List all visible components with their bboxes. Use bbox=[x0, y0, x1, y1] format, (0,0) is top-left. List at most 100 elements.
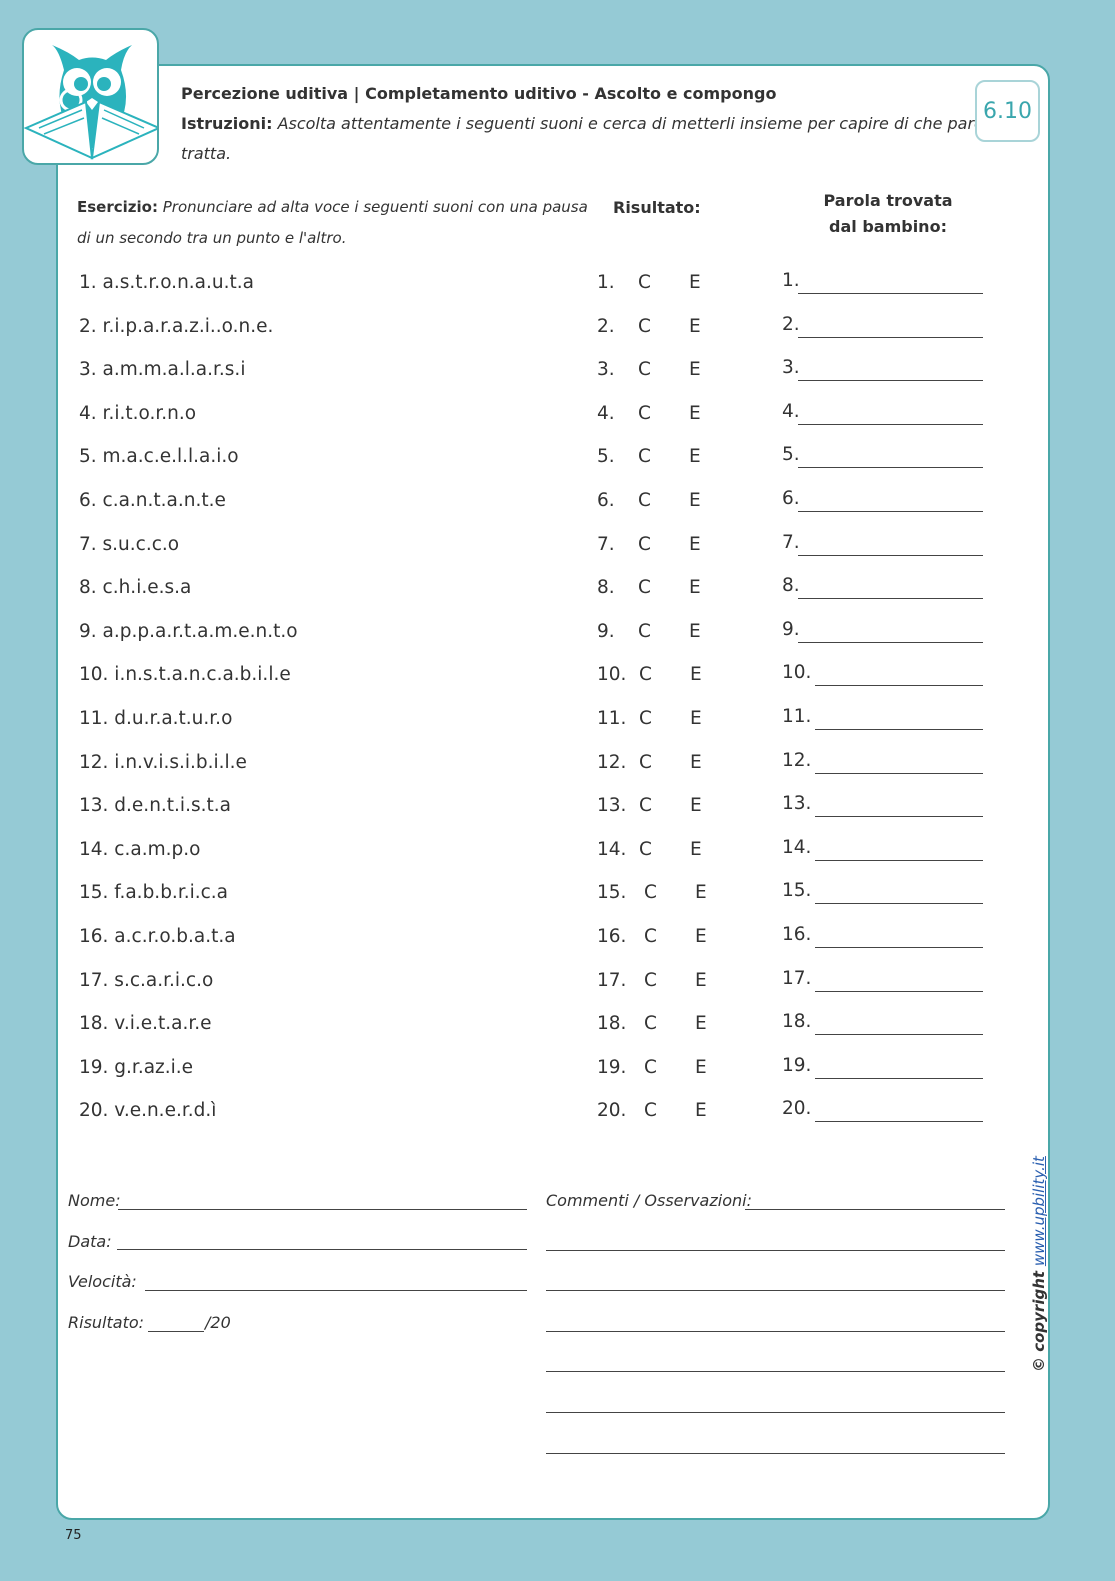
correct-option[interactable]: C bbox=[639, 795, 652, 817]
comments-line[interactable] bbox=[546, 1412, 1005, 1413]
answer-field[interactable] bbox=[798, 554, 983, 556]
result-column-header: Risultato: bbox=[613, 198, 701, 217]
exercise-item: 13. d.e.n.t.i.s.t.a bbox=[79, 795, 231, 817]
answer-field[interactable] bbox=[815, 729, 983, 730]
correct-option[interactable]: C bbox=[644, 1100, 657, 1122]
correct-option[interactable]: C bbox=[644, 1056, 657, 1078]
correct-option[interactable]: C bbox=[638, 577, 651, 599]
correct-option[interactable]: C bbox=[639, 751, 652, 773]
answer-field[interactable] bbox=[815, 903, 983, 905]
answer-field[interactable] bbox=[798, 511, 983, 512]
correct-option[interactable]: C bbox=[638, 272, 651, 293]
correct-option[interactable]: C bbox=[638, 402, 651, 424]
correct-option[interactable]: C bbox=[639, 838, 652, 860]
error-option[interactable]: E bbox=[689, 577, 701, 599]
correct-option[interactable]: C bbox=[644, 1013, 657, 1035]
exercise-item: 18. v.i.e.t.a.r.e bbox=[79, 1013, 212, 1035]
answer-field[interactable] bbox=[798, 293, 983, 294]
error-option[interactable]: E bbox=[689, 402, 701, 424]
error-option[interactable]: E bbox=[689, 315, 701, 337]
copyright-link[interactable]: www.upbility.it bbox=[1030, 1156, 1048, 1267]
exercise-item: 8. c.h.i.e.s.a bbox=[79, 577, 192, 599]
speed-field[interactable] bbox=[145, 1290, 527, 1291]
answer-field[interactable] bbox=[798, 598, 983, 600]
answer-field[interactable] bbox=[815, 859, 983, 861]
error-option[interactable]: E bbox=[690, 795, 702, 817]
answer-number: 5. bbox=[782, 444, 800, 466]
error-option[interactable]: E bbox=[690, 751, 702, 773]
copyright-label: © copyright bbox=[1030, 1270, 1048, 1372]
error-option[interactable]: E bbox=[689, 620, 701, 642]
error-option[interactable]: E bbox=[690, 708, 702, 729]
error-option[interactable]: E bbox=[689, 446, 701, 468]
correct-option[interactable]: C bbox=[644, 882, 657, 904]
answer-field[interactable] bbox=[815, 1077, 983, 1079]
answer-number: 8. bbox=[782, 575, 800, 597]
word-header-line2: dal bambino: bbox=[829, 217, 947, 236]
answer-field[interactable] bbox=[798, 336, 983, 338]
exercise-item: 2. r.i.p.a.r.a.z.i..o.n.e. bbox=[79, 315, 274, 337]
exercise-text-cont: di un secondo tra un punto e l'altro. bbox=[77, 229, 347, 247]
answer-number: 19. bbox=[782, 1054, 812, 1076]
error-option[interactable]: E bbox=[695, 969, 707, 991]
date-field[interactable] bbox=[117, 1249, 527, 1250]
result-number: 20. bbox=[597, 1100, 627, 1122]
error-option[interactable]: E bbox=[695, 1013, 707, 1035]
error-option[interactable]: E bbox=[695, 882, 707, 904]
answer-number: 15. bbox=[782, 880, 812, 902]
answer-field[interactable] bbox=[798, 423, 983, 425]
error-option[interactable]: E bbox=[695, 926, 707, 947]
comments-line[interactable] bbox=[546, 1290, 1005, 1292]
instructions-text-cont: tratta. bbox=[181, 144, 232, 163]
answer-field[interactable] bbox=[815, 990, 983, 992]
answer-field[interactable] bbox=[798, 380, 983, 382]
page-number: 75 bbox=[65, 1528, 82, 1543]
score-field[interactable] bbox=[148, 1331, 204, 1332]
error-option[interactable]: E bbox=[690, 838, 702, 860]
result-number: 17. bbox=[597, 969, 627, 991]
correct-option[interactable]: C bbox=[638, 620, 651, 642]
error-option[interactable]: E bbox=[689, 359, 701, 381]
answer-field[interactable] bbox=[815, 772, 983, 774]
correct-option[interactable]: C bbox=[638, 446, 651, 468]
comments-field[interactable] bbox=[745, 1209, 1005, 1210]
error-option[interactable]: E bbox=[695, 1056, 707, 1078]
exercise-item: 17. s.c.a.r.i.c.o bbox=[79, 969, 214, 991]
correct-option[interactable]: C bbox=[639, 664, 652, 686]
error-option[interactable]: E bbox=[689, 533, 701, 555]
answer-number: 18. bbox=[782, 1011, 812, 1033]
comments-line[interactable] bbox=[546, 1371, 1005, 1373]
answer-number: 3. bbox=[782, 357, 800, 379]
name-field[interactable] bbox=[118, 1209, 527, 1210]
result-number: 5. bbox=[597, 446, 615, 468]
exercise-item: 10. i.n.s.t.a.n.c.a.b.i.l.e bbox=[79, 664, 291, 686]
worksheet-card bbox=[56, 64, 1050, 1520]
comments-line[interactable] bbox=[546, 1330, 1005, 1332]
answer-field[interactable] bbox=[815, 816, 983, 818]
comments-line[interactable] bbox=[546, 1249, 1005, 1251]
answer-field[interactable] bbox=[815, 1121, 983, 1123]
answer-field[interactable] bbox=[815, 947, 983, 948]
answer-field[interactable] bbox=[798, 641, 983, 643]
correct-option[interactable]: C bbox=[638, 533, 651, 555]
correct-option[interactable]: C bbox=[638, 315, 651, 337]
result-number: 2. bbox=[597, 315, 615, 337]
error-option[interactable]: E bbox=[695, 1100, 707, 1122]
correct-option[interactable]: C bbox=[638, 359, 651, 381]
exercise-item: 1. a.s.t.r.o.n.a.u.t.a bbox=[79, 272, 254, 293]
answer-field[interactable] bbox=[815, 1034, 983, 1036]
error-option[interactable]: E bbox=[689, 490, 701, 511]
result-number: 7. bbox=[597, 533, 615, 555]
answer-field[interactable] bbox=[815, 685, 983, 687]
correct-option[interactable]: C bbox=[639, 708, 652, 729]
answer-field[interactable] bbox=[798, 467, 983, 469]
error-option[interactable]: E bbox=[690, 664, 702, 686]
page-title: Percezione uditiva | Completamento uditi… bbox=[181, 84, 777, 103]
error-option[interactable]: E bbox=[689, 272, 701, 293]
correct-option[interactable]: C bbox=[638, 490, 651, 511]
result-number: 6. bbox=[597, 490, 615, 511]
answer-number: 11. bbox=[782, 706, 812, 727]
correct-option[interactable]: C bbox=[644, 926, 657, 947]
correct-option[interactable]: C bbox=[644, 969, 657, 991]
comments-line[interactable] bbox=[546, 1452, 1005, 1454]
